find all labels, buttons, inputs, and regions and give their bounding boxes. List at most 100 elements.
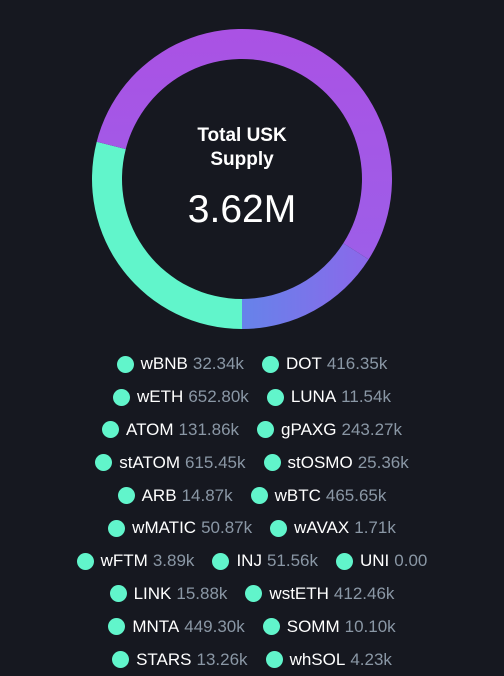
legend-token-name: wMATIC [132,518,197,538]
legend-token-value: 32.34k [192,354,244,374]
legend-dot-icon [108,618,126,636]
legend-dot-icon [117,487,135,505]
legend-dot-icon [95,454,113,472]
legend-token-name: wFTM [100,551,148,571]
legend-item-wmatic: wMATIC 50.87k [108,518,252,538]
legend-token-value: 25.36k [357,452,409,472]
legend-token-value: 1.71k [354,518,396,538]
legend-dot-icon [212,552,230,570]
legend-item-dot: DOT 416.35k [261,354,388,374]
legend-dot-icon [245,585,263,603]
legend-item-weth: wETH 652.80k [113,387,249,407]
token-legend: wBNB 32.34k DOT 416.35k wETH 652.80k LUNA 11.54… [0,348,504,676]
legend-token-name: wAVAX [294,518,350,538]
legend-token-value: 51.56k [266,551,318,571]
legend-token-value: 131.86k [178,419,240,439]
legend-dot-icon [266,388,284,406]
legend-dot-icon [263,454,281,472]
legend-token-value: 15.88k [176,583,228,603]
legend-token-value: 11.54k [341,387,391,407]
total-supply-value: 3.62M [187,188,297,231]
legend-item-wbtc: wBTC 465.65k [250,485,387,506]
legend-token-value: 10.10k [344,616,396,636]
legend-item-statom: stATOM 615.45k [95,452,246,473]
donut-slice-2 [96,29,392,260]
legend-item-somm: SOMM 10.10k [262,616,396,637]
legend-token-value: 449.30k [184,616,245,636]
legend-dot-icon [257,421,275,439]
legend-dot-icon [262,618,280,636]
legend-token-name: UNI [359,551,390,571]
legend-dot-icon [116,355,134,373]
legend-row: stATOM 615.45k stOSMO 25.36k [0,446,504,479]
legend-item-stars: STARS 13.26k [112,649,248,670]
legend-dot-icon [113,388,131,406]
legend-item-luna: LUNA 11.54k [266,387,391,407]
legend-row: wFTM 3.89k INJ 51.56k UNI 0.00 [0,545,504,578]
legend-token-value: 50.87k [201,518,253,538]
legend-dot-icon [112,651,130,669]
legend-row: wMATIC 50.87k wAVAX 1.71k [0,512,504,545]
legend-token-name: stATOM [119,452,181,472]
legend-row: MNTA 449.30k SOMM 10.10k [0,610,504,643]
legend-item-inj: INJ 51.56k [212,551,318,571]
legend-row: LINK 15.88k wstETH 412.46k [0,578,504,611]
legend-token-name: wstETH [269,583,329,603]
legend-dot-icon [102,421,119,439]
donut-slice-1 [242,243,369,329]
chart-title-line-1: Total USK [197,125,287,146]
legend-token-name: ATOM [126,419,174,439]
legend-item-wftm: wFTM 3.89k [76,551,195,571]
legend-token-value: 13.26k [196,649,248,669]
legend-token-value: 615.45k [185,452,246,472]
legend-token-name: LINK [133,583,172,603]
legend-token-value: 416.35k [326,354,388,374]
legend-dot-icon [265,651,283,669]
legend-item-whsol: whSOL 4.23k [265,649,392,670]
chart-title: Total USK Supply [92,124,392,172]
legend-token-name: SOMM [286,616,340,636]
legend-token-value: 243.27k [341,419,402,439]
legend-row: ATOM 131.86k gPAXG 243.27k [0,414,504,447]
supply-donut-chart: Total USK Supply 3.62M [92,29,392,329]
legend-token-name: DOT [285,354,322,374]
legend-item-atom: ATOM 131.86k [102,420,239,440]
legend-item-link: LINK 15.88k [109,583,228,604]
legend-token-name: LUNA [290,387,337,407]
legend-token-value: 412.46k [333,583,395,603]
legend-token-value: 4.23k [350,649,392,669]
legend-dot-icon [270,519,288,537]
donut-svg [92,29,392,329]
legend-token-value: 652.80k [188,387,249,407]
legend-token-name: INJ [236,551,262,571]
legend-item-mnta: MNTA 449.30k [108,616,245,637]
legend-item-arb: ARB 14.87k [117,485,233,506]
legend-token-value: 0.00 [394,551,428,571]
legend-token-value: 14.87k [181,485,233,505]
donut-slice-0 [92,141,242,329]
legend-item-wavax: wAVAX 1.71k [270,518,396,538]
legend-row: wBNB 32.34k DOT 416.35k [0,348,504,381]
legend-token-name: wETH [137,387,184,407]
legend-dot-icon [250,487,268,505]
legend-row: STARS 13.26k whSOL 4.23k [0,643,504,676]
legend-item-gpaxg: gPAXG 243.27k [257,420,402,440]
legend-token-name: MNTA [132,616,180,636]
legend-item-stosmo: stOSMO 25.36k [263,452,409,473]
legend-row: wETH 652.80k LUNA 11.54k [0,381,504,414]
legend-token-name: STARS [136,649,192,669]
legend-token-name: ARB [141,485,177,505]
legend-item-wbnb: wBNB 32.34k [116,354,244,374]
legend-token-name: stOSMO [287,452,353,472]
legend-dot-icon [108,519,126,537]
legend-dot-icon [335,552,353,570]
chart-title-line-2: Supply [210,149,274,170]
legend-token-value: 3.89k [152,551,195,571]
legend-token-name: wBNB [140,354,188,374]
legend-dot-icon [109,585,127,603]
legend-token-name: whSOL [289,649,346,669]
legend-dot-icon [261,355,279,373]
legend-token-value: 465.65k [325,485,387,505]
legend-dot-icon [76,552,94,570]
legend-row: ARB 14.87k wBTC 465.65k [0,479,504,512]
